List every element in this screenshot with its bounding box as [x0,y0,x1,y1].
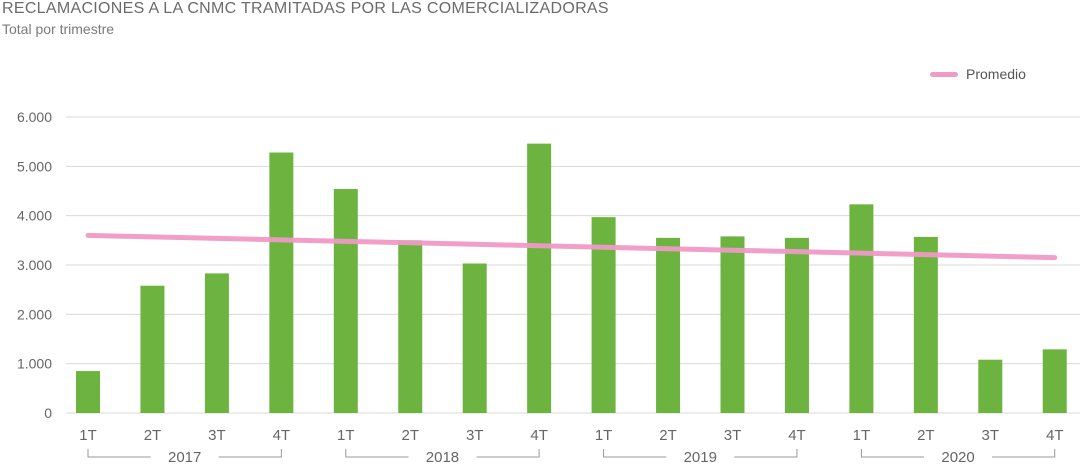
bar [140,285,165,413]
x-tick-label: 4T [788,427,806,444]
x-tick-label: 2T [401,427,419,444]
x-tick-label: 1T [337,427,355,444]
group-bracket-right [992,449,1056,458]
chart-subtitle: Total por trimestre [2,21,115,37]
group-bracket-left [603,449,667,458]
bar [269,152,294,413]
bar [720,236,745,413]
legend-label-promedio: Promedio [966,66,1026,82]
grid-lines [66,116,1080,414]
x-tick-label: 3T [208,427,226,444]
group-bracket-left [87,449,151,458]
bar [204,273,229,413]
group-bracket-left [860,449,925,458]
y-tick-label: 6.000 [17,109,52,125]
x-tick-label: 1T [595,427,613,444]
bar [913,236,938,413]
y-tick-label: 5.000 [17,158,52,174]
group-bracket-right [218,449,282,458]
group-bracket-right [476,449,540,458]
x-tick-label: 2T [659,427,677,444]
y-tick-label: 0 [44,405,52,421]
y-tick-label: 1.000 [17,356,52,372]
x-tick-label: 2T [917,427,935,444]
y-axis-tick-labels: 0 1.000 2.000 3.000 4.000 5.000 6.000 [17,109,52,421]
year-group-labels: 2017 2018 2019 2020 [87,449,1056,466]
average-line-series [85,232,1058,261]
bar [398,240,423,413]
x-tick-label: 3T [724,427,742,444]
bar [1042,349,1067,413]
legend: Promedio [930,66,1026,82]
y-tick-label: 4.000 [17,208,52,224]
x-axis-tick-labels: 1T 2T 3T 4T 1T 2T 3T 4T 1T 2T 3T 4T 1T 2T 3T 4T [79,427,1063,444]
legend-swatch-promedio [930,71,958,77]
y-tick-label: 3.000 [17,257,52,273]
year-group-label: 2017 [168,449,201,466]
bar [333,189,358,413]
bar [656,237,681,413]
year-group-label: 2019 [684,449,717,466]
bar [978,359,1003,413]
average-line [85,232,1058,261]
group-bracket-right [734,449,798,458]
bars [76,143,1067,413]
bar [527,143,552,413]
year-group-label: 2018 [426,449,459,466]
x-tick-label: 2T [144,427,162,444]
x-tick-label: 3T [982,427,1000,444]
x-tick-label: 1T [853,427,871,444]
x-tick-label: 3T [466,427,484,444]
x-tick-label: 4T [530,427,548,444]
bar [784,237,809,413]
bar [76,371,100,413]
chart-title: RECLAMACIONES A LA CNMC TRAMITADAS POR L… [2,0,609,17]
year-group-label: 2020 [941,449,974,466]
x-tick-label: 4T [1046,427,1064,444]
x-tick-label: 1T [79,427,97,444]
x-tick-label: 4T [273,427,291,444]
y-tick-label: 2.000 [17,306,52,322]
group-bracket-left [345,449,409,458]
bar [462,263,487,413]
bar [849,204,874,413]
